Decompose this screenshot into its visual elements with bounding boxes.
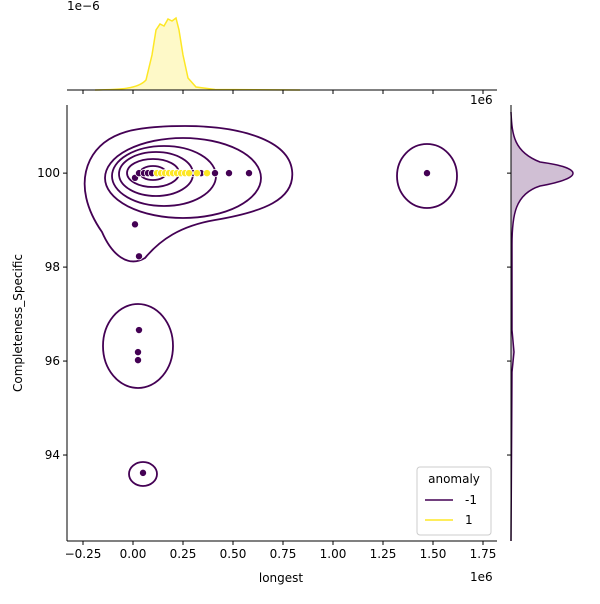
x-axis-label: longest bbox=[259, 571, 304, 585]
legend-label: -1 bbox=[465, 493, 477, 507]
point bbox=[210, 169, 219, 178]
kde-contours bbox=[83, 125, 458, 487]
x-tick-label: 1.75 bbox=[470, 547, 497, 561]
top-y-offset: 1e−6 bbox=[67, 0, 100, 13]
kde-contour bbox=[396, 143, 458, 209]
x-tick-label: 1.50 bbox=[420, 547, 447, 561]
point bbox=[422, 169, 431, 178]
point bbox=[244, 169, 253, 178]
kde-contour bbox=[128, 461, 158, 487]
y-tick-label: 100 bbox=[37, 166, 60, 180]
legend-label: 1 bbox=[465, 513, 473, 527]
kde-contour bbox=[104, 137, 262, 219]
point bbox=[184, 169, 193, 178]
x-tick-label: 0.75 bbox=[270, 547, 297, 561]
point bbox=[138, 468, 147, 477]
x-tick-label: 0.50 bbox=[220, 547, 247, 561]
top-kde bbox=[94, 16, 301, 91]
legend-title: anomaly bbox=[428, 472, 480, 486]
point bbox=[224, 169, 233, 178]
y-tick-label: 98 bbox=[45, 260, 60, 274]
kde-contour bbox=[83, 125, 294, 263]
point bbox=[134, 326, 143, 335]
y-tick-label: 96 bbox=[45, 354, 60, 368]
point bbox=[202, 169, 211, 178]
x-tick-label: 0.25 bbox=[170, 547, 197, 561]
kde-contour bbox=[102, 303, 174, 389]
x-tick-label: −0.25 bbox=[65, 547, 102, 561]
legend: anomaly -1 1 bbox=[416, 466, 492, 536]
point bbox=[133, 348, 142, 357]
x-tick-label: 0.00 bbox=[120, 547, 147, 561]
point bbox=[133, 356, 142, 365]
top-x-offset: 1e6 bbox=[470, 93, 493, 107]
point bbox=[130, 220, 139, 229]
x-tick-label: 1.00 bbox=[320, 547, 347, 561]
point bbox=[134, 252, 143, 261]
point bbox=[192, 169, 201, 178]
legend-box bbox=[416, 466, 492, 536]
x-offset: 1e6 bbox=[470, 570, 493, 584]
y-tick-label: 94 bbox=[45, 448, 60, 462]
right-kde bbox=[510, 111, 574, 542]
y-axis-label: Completeness_Specific bbox=[11, 254, 25, 392]
x-tick-label: 1.25 bbox=[370, 547, 397, 561]
